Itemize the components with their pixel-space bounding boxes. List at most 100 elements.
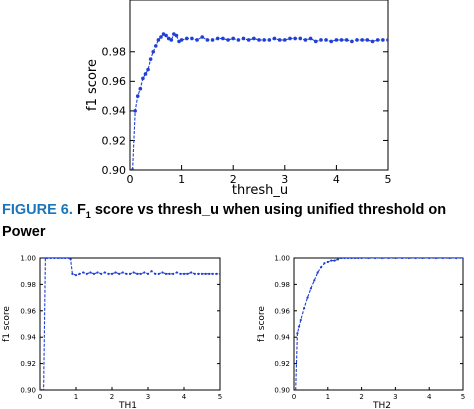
y-tick-label: 0.94 — [274, 334, 290, 342]
data-point — [60, 258, 63, 260]
data-point — [135, 94, 140, 98]
y-tick-label: 0.92 — [20, 360, 36, 368]
data-point — [82, 271, 85, 274]
y-axis-label: f1 score — [257, 306, 267, 342]
data-point — [156, 38, 161, 42]
data-point — [455, 258, 458, 260]
data-point — [139, 272, 142, 275]
y-tick-label: 0.90 — [274, 386, 290, 394]
chart-f1-vs-thresh-u: 0.90 0.92 0.94 0.96 0.98 0 1 2 3 4 5 thresh_u f1 s… — [85, 0, 392, 198]
y-tick-label: 0.92 — [274, 360, 290, 368]
data-point — [195, 38, 199, 42]
caption-text-rest: score vs thresh_u when using unified thr… — [2, 202, 447, 240]
figure-caption: FIGURE 6. F1 score vs thresh_u when usin… — [2, 202, 470, 241]
data-point — [298, 36, 303, 41]
data-point — [172, 272, 175, 275]
caption-text-main: F — [76, 202, 86, 218]
x-tick-label: 0 — [127, 173, 134, 186]
data-point — [262, 38, 266, 42]
data-point — [74, 274, 78, 277]
data-point — [346, 258, 350, 260]
data-point — [367, 258, 370, 260]
x-tick-label: 0 — [38, 393, 42, 401]
data-point — [154, 272, 157, 275]
data-point — [174, 33, 179, 38]
data-point — [197, 272, 200, 275]
data-point — [324, 38, 328, 42]
x-tick-label: 1 — [74, 393, 78, 401]
data-point — [128, 272, 132, 275]
data-point — [461, 258, 463, 260]
data-point — [336, 258, 340, 261]
plot-frame — [129, 0, 389, 171]
data-point — [272, 36, 277, 41]
caption-subscript: 1 — [85, 209, 91, 220]
x-tick-label: 5 — [218, 393, 222, 401]
data-point — [375, 38, 380, 42]
data-point — [130, 168, 135, 170]
x-axis-label: TH1 — [118, 401, 137, 409]
data-point — [387, 258, 390, 260]
data-point — [218, 272, 220, 275]
data-point — [215, 272, 218, 275]
y-tick-label: 0.94 — [102, 105, 127, 118]
data-point — [136, 272, 139, 275]
data-point — [138, 86, 143, 91]
data-point — [303, 38, 308, 42]
data-point — [339, 38, 344, 42]
data-point — [231, 36, 235, 41]
x-tick-label: 2 — [359, 393, 363, 401]
data-point — [154, 44, 158, 48]
data-point — [407, 258, 411, 260]
data-point — [313, 279, 316, 282]
data-point — [374, 258, 377, 260]
data-point — [319, 38, 323, 42]
data-point — [421, 258, 424, 260]
data-point — [53, 258, 56, 260]
data-point — [360, 258, 363, 260]
data-point — [85, 272, 88, 275]
data-point — [143, 271, 146, 274]
data-point — [350, 258, 353, 260]
data-point — [56, 258, 60, 260]
data-point — [168, 272, 171, 275]
data-point — [360, 38, 365, 42]
data-point — [241, 36, 246, 41]
data-point — [221, 36, 225, 41]
data-point — [114, 271, 117, 274]
data-point — [316, 271, 319, 274]
data-point — [132, 271, 135, 274]
data-point — [329, 39, 334, 44]
data-point — [252, 36, 256, 41]
data-point — [46, 258, 49, 260]
data-point — [44, 258, 47, 260]
data-point — [169, 38, 174, 42]
series-line — [41, 258, 220, 390]
data-point — [175, 271, 178, 274]
x-tick-label: 3 — [281, 173, 288, 186]
data-point — [309, 287, 312, 290]
data-point — [146, 67, 150, 72]
x-tick-label: 5 — [385, 173, 392, 186]
series-line — [132, 33, 388, 170]
x-tick-label: 3 — [393, 393, 397, 401]
plot-frame — [293, 257, 464, 391]
data-point — [296, 332, 299, 335]
data-point — [303, 307, 306, 310]
data-point — [42, 388, 45, 390]
data-point — [294, 388, 297, 390]
data-point — [210, 38, 215, 42]
data-point — [323, 262, 326, 265]
data-point — [190, 36, 194, 41]
data-point — [434, 258, 438, 260]
x-tick-label: 4 — [427, 393, 432, 401]
data-point — [118, 272, 121, 275]
data-point — [448, 258, 451, 260]
data-point — [257, 38, 261, 42]
data-point — [226, 38, 230, 42]
data-point — [67, 258, 70, 260]
x-tick-label: 1 — [326, 393, 330, 401]
x-tick-label: 1 — [178, 173, 185, 186]
data-point — [179, 38, 184, 42]
plot-frame — [39, 257, 221, 391]
